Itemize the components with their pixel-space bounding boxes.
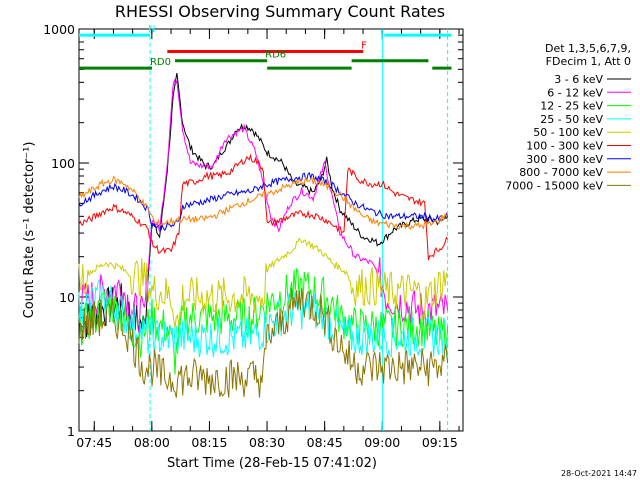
series-line-8 [78, 287, 449, 398]
legend-label: 100 - 300 keV [526, 140, 603, 153]
state-bar-label: N [148, 24, 155, 35]
series-line-5 [78, 153, 449, 261]
y-axis-label: Count Rate (s⁻¹ detector⁻¹) [22, 142, 37, 319]
x-tick-label: 08:15 [191, 435, 227, 450]
series-line-7 [78, 175, 448, 230]
y-tick-label: 1 [67, 424, 75, 439]
legend-label: 300 - 800 keV [526, 153, 603, 166]
x-tick-label: 07:45 [76, 435, 112, 450]
x-tick-label: 08:30 [249, 435, 285, 450]
y-tick-label: 100 [51, 156, 75, 171]
y-tick-label: 1000 [43, 22, 75, 37]
legend-label: 25 - 50 keV [540, 113, 603, 126]
legend-header-line1: Det 1,3,5,6,7,9, [545, 42, 631, 55]
series-line-2 [78, 267, 449, 375]
legend-label: 3 - 6 keV [554, 73, 603, 86]
legend-label: 12 - 25 keV [540, 100, 603, 113]
legend: Det 1,3,5,6,7,9, FDecim 1, Att 0 3 - 6 k… [505, 42, 631, 192]
series-line-0 [78, 72, 449, 341]
footer-timestamp: 28-Oct-2021 14:47 [561, 469, 637, 478]
series-line-6 [78, 171, 449, 232]
legend-label: 50 - 100 keV [533, 126, 603, 139]
legend-label: 6 - 12 keV [547, 86, 603, 99]
x-tick-label: 09:00 [364, 435, 400, 450]
chart-title: RHESSI Observing Summary Count Rates [115, 2, 445, 21]
x-tick-label: 08:00 [134, 435, 170, 450]
x-tick-label: 09:15 [422, 435, 458, 450]
series-line-3 [78, 277, 449, 358]
series-line-4 [78, 237, 449, 328]
y-tick-label: 10 [59, 290, 75, 305]
legend-label: 7000 - 15000 keV [505, 179, 603, 192]
legend-header-line2: FDecim 1, Att 0 [546, 55, 631, 68]
plot-frame [78, 28, 464, 432]
state-bar-label: RD0 [150, 57, 171, 68]
x-tick-label: 08:45 [307, 435, 343, 450]
state-bar-label: RD6 [265, 50, 286, 61]
legend-label: 800 - 7000 keV [519, 166, 603, 179]
x-axis-label: Start Time (28-Feb-15 07:41:02) [167, 456, 377, 471]
state-bar-label: F [361, 40, 367, 51]
